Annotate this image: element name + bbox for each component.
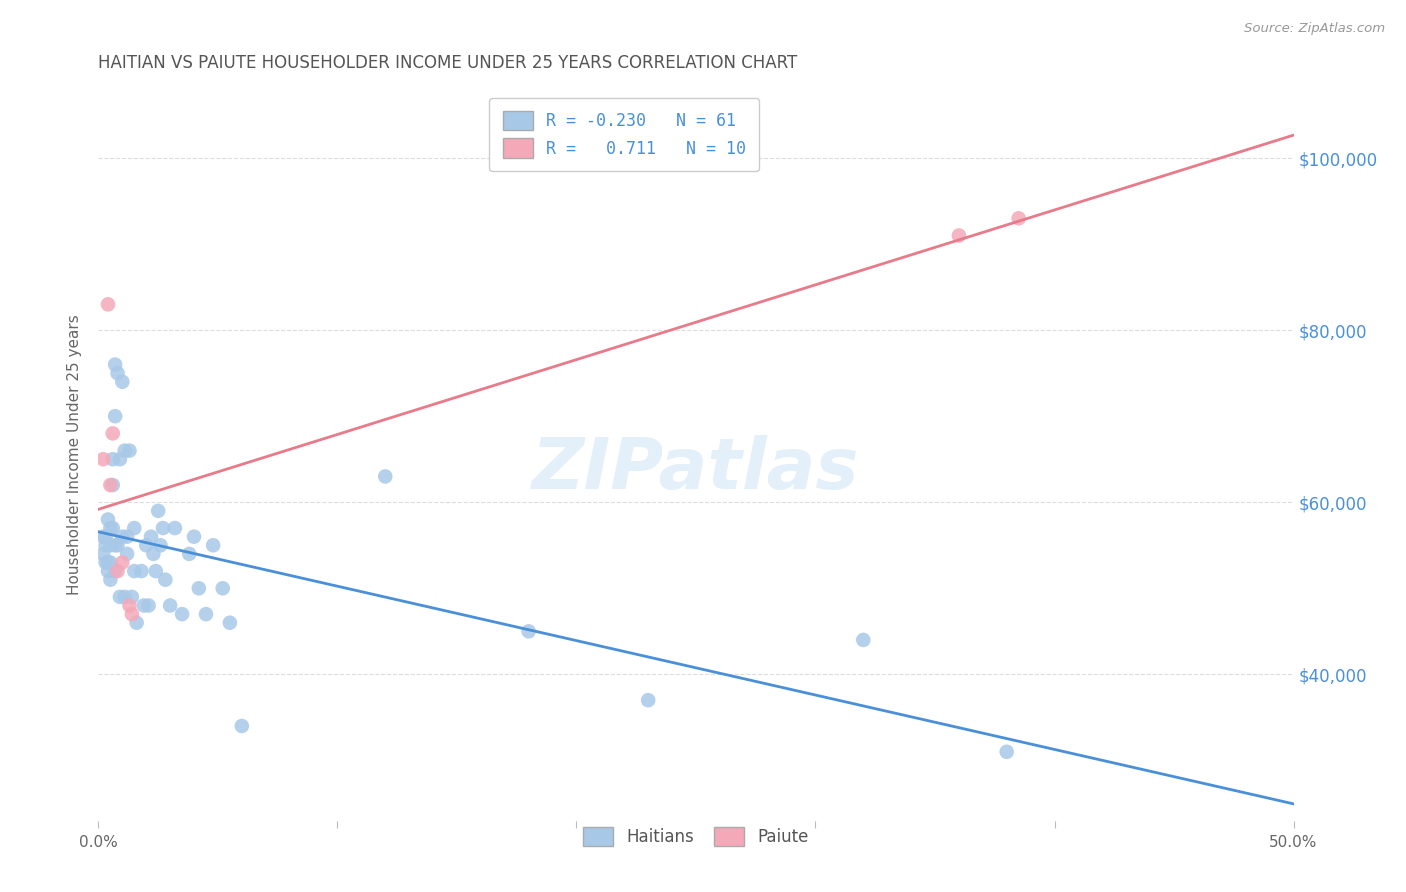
Text: ZIPatlas: ZIPatlas (533, 435, 859, 504)
Point (118, 443, 141, 458)
Point (108, 452, 131, 467)
Point (135, 538, 157, 552)
Point (374, 469, 396, 483)
Point (114, 590, 136, 604)
Point (219, 615, 242, 630)
Point (163, 521, 186, 535)
Point (98, 556, 122, 570)
Text: Source: ZipAtlas.com: Source: ZipAtlas.com (1244, 22, 1385, 36)
Point (995, 745, 1018, 759)
Point (111, 556, 134, 570)
Point (852, 632, 875, 647)
Point (517, 624, 540, 639)
Point (125, 615, 148, 630)
Legend: Haitians, Paiute: Haitians, Paiute (576, 820, 815, 853)
Point (202, 538, 225, 552)
Point (98, 573, 122, 587)
Point (104, 538, 127, 552)
Point (948, 228, 970, 243)
Point (132, 599, 155, 613)
Point (149, 538, 172, 552)
Point (91, 452, 114, 467)
Point (155, 573, 177, 587)
Point (108, 590, 131, 604)
Point (97, 512, 120, 526)
Point (104, 409, 127, 424)
Point (91, 547, 114, 561)
Point (94, 538, 117, 552)
Point (111, 530, 134, 544)
Point (97, 556, 120, 570)
Point (187, 582, 209, 596)
Point (98, 478, 122, 492)
Point (211, 582, 233, 596)
Point (97, 564, 120, 578)
Y-axis label: Householder Income Under 25 years: Householder Income Under 25 years (67, 315, 83, 595)
Point (101, 426, 124, 441)
Point (101, 521, 124, 535)
Point (131, 564, 153, 578)
Point (159, 599, 181, 613)
Point (104, 564, 127, 578)
Point (97, 297, 120, 311)
Point (94, 556, 117, 570)
Point (124, 564, 146, 578)
Point (139, 530, 162, 544)
Point (107, 564, 129, 578)
Point (145, 564, 167, 578)
Point (94, 530, 117, 544)
Point (111, 375, 134, 389)
Point (138, 599, 160, 613)
Point (148, 504, 170, 518)
Point (121, 607, 143, 621)
Point (101, 452, 124, 467)
Point (183, 530, 205, 544)
Point (179, 547, 201, 561)
Point (121, 590, 143, 604)
Point (91, 530, 114, 544)
Point (195, 607, 218, 621)
Point (107, 538, 129, 552)
Point (115, 547, 138, 561)
Point (115, 530, 138, 544)
Point (98, 521, 122, 535)
Point (172, 607, 194, 621)
Point (118, 599, 141, 613)
Point (124, 521, 146, 535)
Point (142, 547, 165, 561)
Point (114, 443, 136, 458)
Text: HAITIAN VS PAIUTE HOUSEHOLDER INCOME UNDER 25 YEARS CORRELATION CHART: HAITIAN VS PAIUTE HOUSEHOLDER INCOME UND… (98, 54, 797, 72)
Point (107, 366, 129, 380)
Point (101, 478, 124, 492)
Point (104, 358, 127, 372)
Point (1008, 211, 1031, 226)
Point (637, 693, 659, 707)
Point (152, 521, 174, 535)
Point (231, 719, 253, 733)
Point (98, 538, 122, 552)
